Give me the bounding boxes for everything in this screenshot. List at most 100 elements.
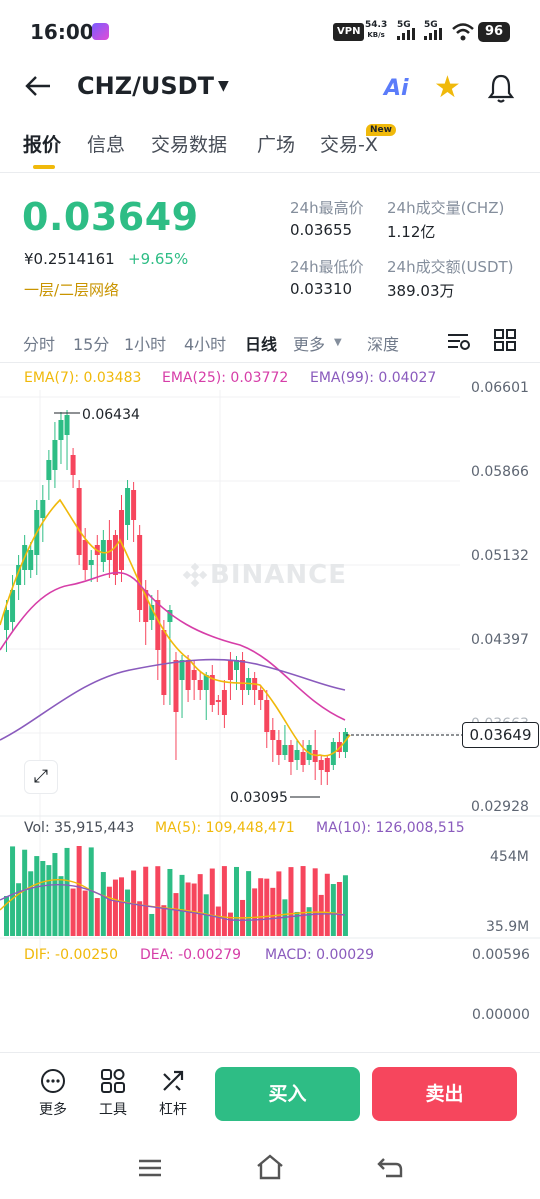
volume-bar <box>227 912 233 936</box>
candle <box>167 610 173 622</box>
battery-indicator: 96 <box>478 22 510 42</box>
ai-assistant-icon[interactable]: Ai <box>384 76 409 101</box>
interval-1d[interactable]: 日线 <box>245 335 278 354</box>
volume-bar <box>137 901 143 936</box>
depth-tab[interactable]: 深度 <box>367 335 400 354</box>
home-icon[interactable] <box>255 1154 285 1180</box>
candle <box>209 675 215 705</box>
tab-info[interactable]: 信息 <box>87 134 126 156</box>
wifi-icon <box>452 23 474 41</box>
candle <box>143 590 149 622</box>
system-nav-bar <box>0 1140 540 1199</box>
ema25-label: EMA(25): 0.03772 <box>162 370 289 386</box>
candle <box>131 490 137 520</box>
caret-down-icon[interactable]: ▼ <box>334 337 342 348</box>
dif-label: DIF: -0.00250 <box>24 947 118 963</box>
candle <box>100 540 106 562</box>
vol-chz-value: 1.12亿 <box>387 223 436 241</box>
interval-1h[interactable]: 1小时 <box>124 335 167 354</box>
volume-bar <box>234 866 239 936</box>
back-arrow-icon[interactable] <box>24 72 52 108</box>
low-annotation: 0.03095 <box>230 790 288 806</box>
favorite-star-icon[interactable]: ★ <box>434 70 461 105</box>
volume-bar <box>209 868 215 936</box>
volume-bar <box>330 884 336 936</box>
volume-bar <box>119 877 124 936</box>
leverage-label: 杠杆 <box>159 1102 187 1118</box>
candle <box>10 590 16 622</box>
vol-axis-label: 35.9M <box>486 919 530 935</box>
volume-bar <box>64 847 70 936</box>
more-button[interactable]: 更多 <box>33 1068 73 1119</box>
network-speed: 54.3 KB/s <box>365 20 387 40</box>
candle <box>40 500 46 518</box>
volume-bar <box>46 865 52 936</box>
ema7-line <box>0 498 351 757</box>
signal-icon-1: 5G <box>397 20 415 40</box>
grid-layout-icon[interactable] <box>494 329 516 355</box>
volume-bar <box>179 874 185 936</box>
price-axis-label: 0.02928 <box>471 799 529 815</box>
volume-bar <box>288 867 294 936</box>
ma10-label: MA(10): 126,008,515 <box>316 820 465 836</box>
back-nav-icon[interactable] <box>376 1156 404 1180</box>
chevron-down-icon[interactable]: ▼ <box>218 78 229 94</box>
candle <box>155 600 161 650</box>
candle <box>203 675 209 690</box>
bell-icon[interactable] <box>486 72 516 108</box>
pair-title[interactable]: CHZ/USDT <box>77 72 214 100</box>
volume-bar <box>34 856 40 936</box>
price-cny: ¥0.2514161 <box>24 250 115 268</box>
divider <box>0 1052 540 1053</box>
volume-bar <box>149 913 155 936</box>
volume-bar <box>258 878 264 936</box>
speed-value: 54.3 <box>365 20 388 30</box>
candle <box>300 752 306 765</box>
expand-icon[interactable]: ⤢ <box>24 760 58 794</box>
tab-trade-data[interactable]: 交易数据 <box>151 134 228 156</box>
candle <box>112 535 118 575</box>
interval-4h[interactable]: 4小时 <box>184 335 227 354</box>
candle <box>324 758 330 772</box>
volume-bar <box>276 871 282 936</box>
price-change: +9.65% <box>128 250 189 268</box>
vol-axis-label: 454M <box>490 849 529 865</box>
candle <box>161 630 167 695</box>
volume-bar <box>342 875 348 936</box>
macd-axis-label: 0.00000 <box>472 1007 530 1023</box>
leverage-button[interactable]: 杠杆 <box>153 1068 193 1119</box>
candle <box>215 700 221 702</box>
candle <box>264 700 270 732</box>
chart-settings-icon[interactable] <box>446 330 472 356</box>
active-tab-indicator <box>33 165 55 169</box>
tools-button[interactable]: 工具 <box>93 1068 133 1119</box>
status-time: 16:00 <box>30 20 94 44</box>
candle <box>288 745 294 762</box>
interval-timeline[interactable]: 分时 <box>23 335 56 354</box>
candle <box>276 740 282 755</box>
volume-bar <box>191 883 197 936</box>
sell-button[interactable]: 卖出 <box>372 1067 517 1121</box>
volume-bar <box>173 893 179 936</box>
ema7-label: EMA(7): 0.03483 <box>24 370 142 386</box>
candlestick-chart[interactable] <box>0 360 540 950</box>
candle <box>125 488 131 525</box>
vol-usdt-label: 24h成交额(USDT) <box>387 258 514 276</box>
tab-trade-x[interactable]: 交易-X <box>320 134 378 156</box>
candle <box>179 660 185 680</box>
volume-bar <box>221 866 227 936</box>
divider <box>0 362 540 363</box>
volume-bar <box>197 874 203 936</box>
menu-icon[interactable] <box>138 1158 162 1178</box>
interval-15m[interactable]: 15分 <box>73 335 110 354</box>
candle <box>173 660 179 712</box>
interval-more[interactable]: 更多 <box>293 335 326 354</box>
candle <box>149 605 155 620</box>
buy-button[interactable]: 买入 <box>215 1067 360 1121</box>
tab-quote[interactable]: 报价 <box>23 134 62 156</box>
volume-bar <box>161 905 167 936</box>
tab-square[interactable]: 广场 <box>257 134 296 156</box>
volume-bar <box>10 846 16 936</box>
volume-bar <box>264 878 270 936</box>
network-label[interactable]: 一层/二层网络 <box>24 281 120 299</box>
